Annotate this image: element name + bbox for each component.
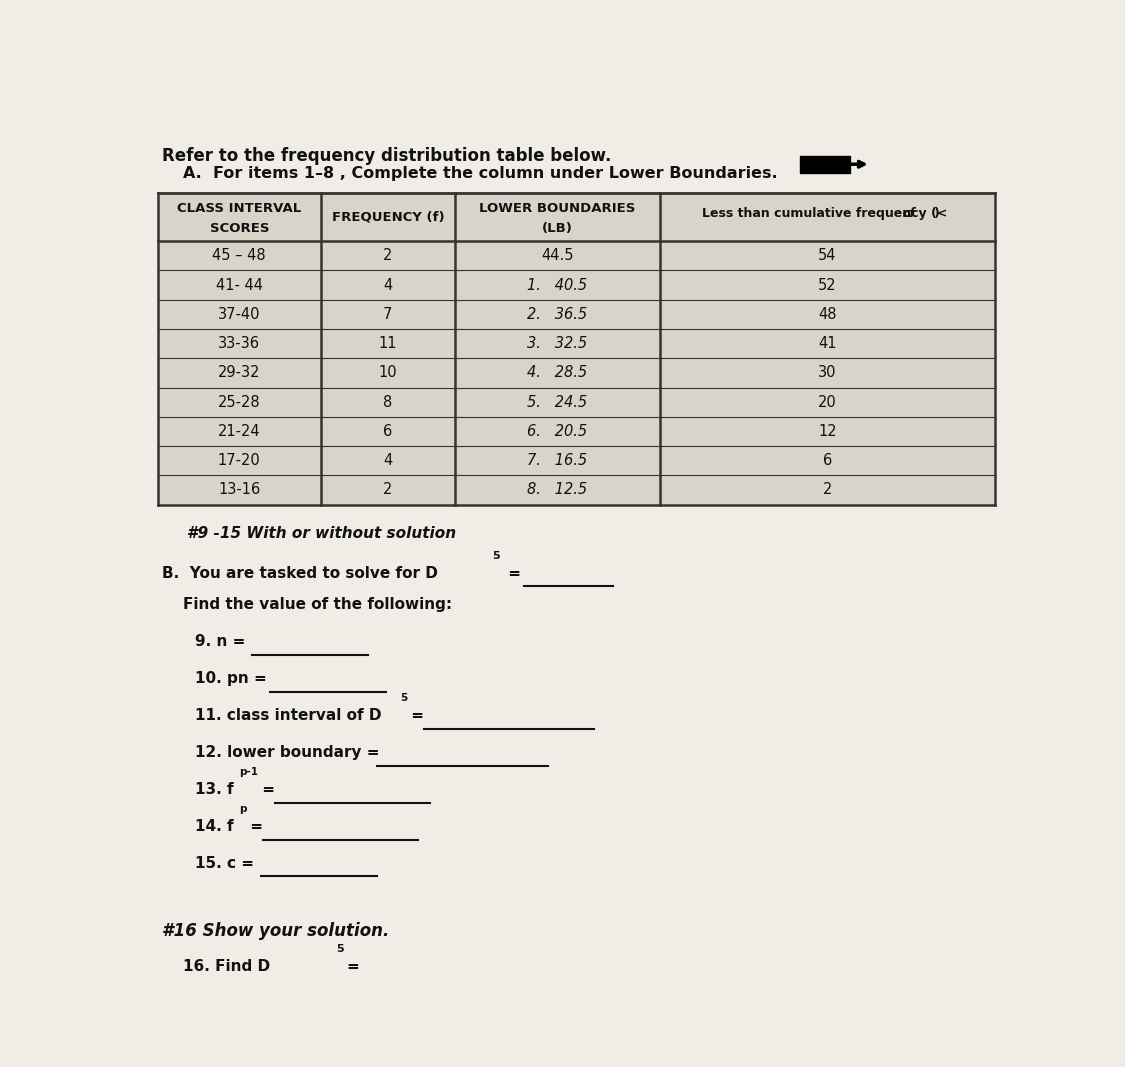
Text: 52: 52 — [818, 277, 837, 292]
Text: 37-40: 37-40 — [218, 307, 261, 322]
Text: 33-36: 33-36 — [218, 336, 260, 351]
Text: 5: 5 — [336, 944, 343, 954]
Text: =: = — [256, 782, 274, 797]
Text: 48: 48 — [818, 307, 837, 322]
Text: 9. n =: 9. n = — [195, 634, 245, 649]
Text: 4.   28.5: 4. 28.5 — [528, 365, 587, 381]
Text: 1.   40.5: 1. 40.5 — [528, 277, 587, 292]
Text: =: = — [245, 818, 263, 833]
Text: 12: 12 — [818, 424, 837, 439]
Text: cf: cf — [902, 207, 915, 220]
Text: 4: 4 — [384, 277, 393, 292]
Text: #16 Show your solution.: #16 Show your solution. — [162, 922, 389, 940]
Text: Refer to the frequency distribution table below.: Refer to the frequency distribution tabl… — [162, 147, 612, 165]
Text: ): ) — [935, 207, 940, 220]
Text: 10. pn =: 10. pn = — [195, 671, 267, 686]
Text: 5: 5 — [493, 552, 501, 561]
Text: LOWER BOUNDARIES: LOWER BOUNDARIES — [479, 202, 636, 214]
Text: 54: 54 — [818, 249, 837, 264]
Text: 6: 6 — [384, 424, 393, 439]
Text: 44.5: 44.5 — [541, 249, 574, 264]
Text: 7: 7 — [384, 307, 393, 322]
Text: 10: 10 — [378, 365, 397, 381]
Text: 13. f: 13. f — [195, 782, 234, 797]
Text: 14. f: 14. f — [195, 818, 234, 833]
Text: 30: 30 — [818, 365, 837, 381]
Text: 2.   36.5: 2. 36.5 — [528, 307, 587, 322]
Text: 41- 44: 41- 44 — [216, 277, 263, 292]
Text: SCORES: SCORES — [209, 222, 269, 235]
Text: 2: 2 — [384, 249, 393, 264]
Text: A.  For items 1–8 , Complete the column under Lower Boundaries.: A. For items 1–8 , Complete the column u… — [183, 165, 777, 180]
Text: 4: 4 — [384, 453, 393, 468]
Text: 29-32: 29-32 — [218, 365, 261, 381]
Text: Find the value of the following:: Find the value of the following: — [183, 596, 452, 612]
Text: 16. Find D: 16. Find D — [183, 959, 270, 974]
Text: (LB): (LB) — [542, 222, 573, 235]
Text: 45 – 48: 45 – 48 — [213, 249, 267, 264]
Text: FREQUENCY (f): FREQUENCY (f) — [332, 211, 444, 224]
Text: 8.   12.5: 8. 12.5 — [528, 482, 587, 497]
Text: 8: 8 — [384, 395, 393, 410]
Bar — [158, 193, 994, 505]
Text: 2: 2 — [822, 482, 832, 497]
Text: =: = — [406, 707, 424, 722]
Text: CLASS INTERVAL: CLASS INTERVAL — [177, 202, 302, 214]
Text: 20: 20 — [818, 395, 837, 410]
Text: p-1: p-1 — [240, 767, 259, 777]
Text: 5.   24.5: 5. 24.5 — [528, 395, 587, 410]
Text: Less than cumulative frequency (<: Less than cumulative frequency (< — [702, 207, 952, 220]
Text: 6: 6 — [822, 453, 831, 468]
FancyBboxPatch shape — [800, 156, 849, 173]
Text: 15. c =: 15. c = — [195, 856, 254, 871]
Text: 17-20: 17-20 — [218, 453, 261, 468]
Text: p: p — [240, 803, 248, 814]
Text: =: = — [346, 959, 360, 974]
Text: 25-28: 25-28 — [218, 395, 261, 410]
Text: 2: 2 — [384, 482, 393, 497]
Text: 13-16: 13-16 — [218, 482, 260, 497]
Text: 41: 41 — [818, 336, 837, 351]
Text: 12. lower boundary =: 12. lower boundary = — [195, 745, 379, 760]
Text: =: = — [503, 567, 521, 582]
Text: 3.   32.5: 3. 32.5 — [528, 336, 587, 351]
Text: #9 -15 With or without solution: #9 -15 With or without solution — [187, 526, 457, 541]
Text: B.  You are tasked to solve for D: B. You are tasked to solve for D — [162, 567, 439, 582]
Text: 6.   20.5: 6. 20.5 — [528, 424, 587, 439]
Text: 11: 11 — [379, 336, 397, 351]
Text: 7.   16.5: 7. 16.5 — [528, 453, 587, 468]
Text: 21-24: 21-24 — [218, 424, 261, 439]
Text: 11. class interval of D: 11. class interval of D — [195, 707, 381, 722]
Text: 5: 5 — [399, 692, 407, 703]
